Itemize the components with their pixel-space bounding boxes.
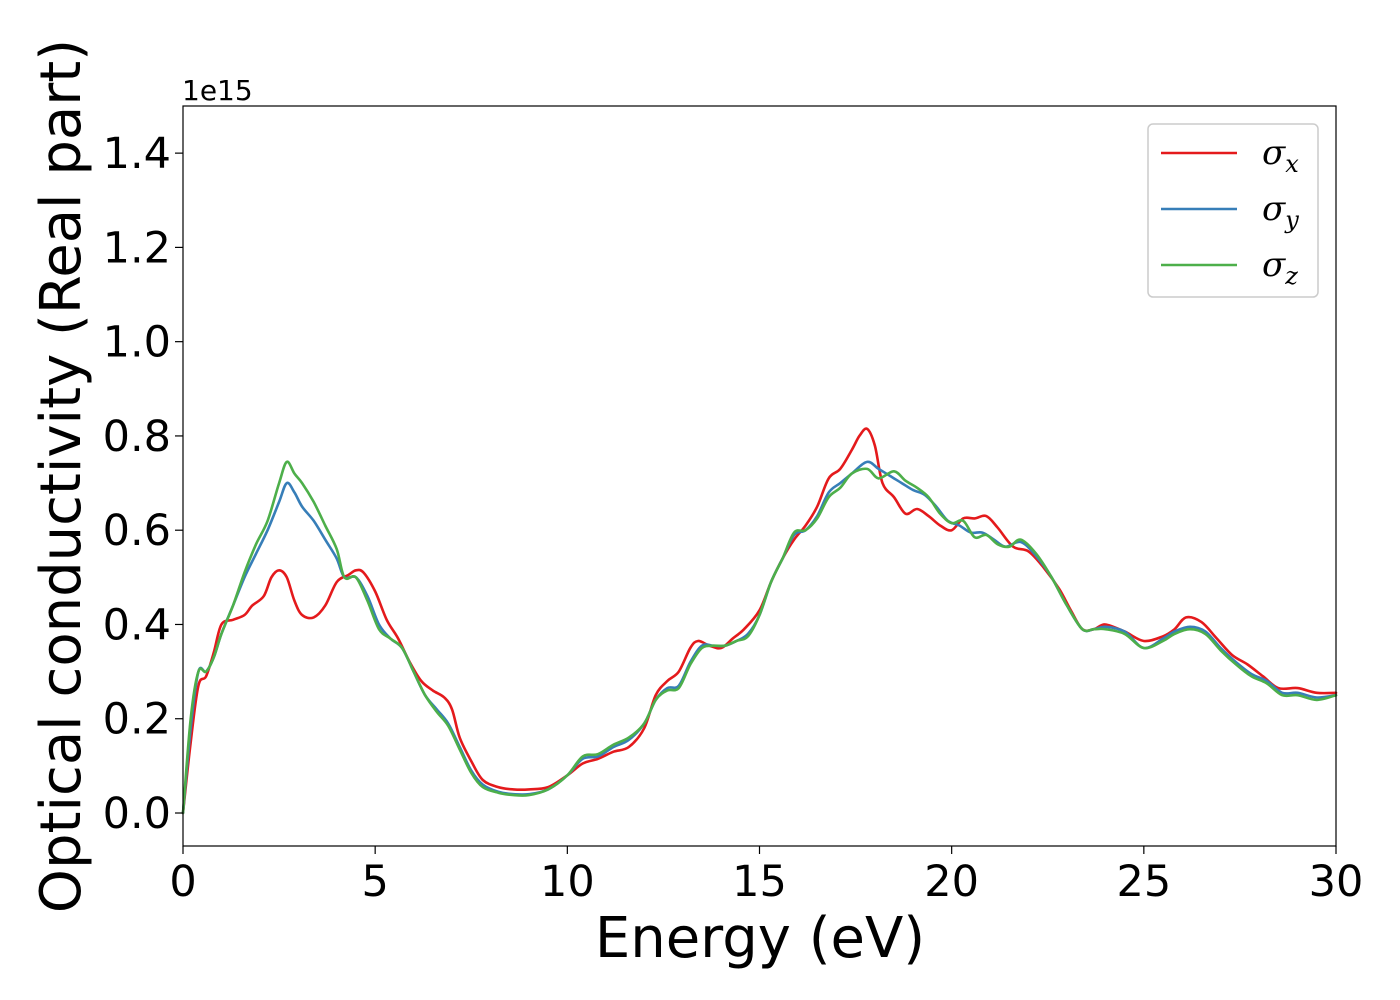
y-tick-label: 0.6 [103,506,171,556]
y-tick-label: 0.4 [103,600,171,650]
x-tick-label: 5 [361,857,388,907]
y-tick-label: 1.0 [103,318,171,368]
legend-box [1147,123,1319,298]
y-tick-label: 0.8 [103,412,171,462]
y-axis: 0.0 0.2 0.4 0.6 0.8 1.0 1.2 1.4 [103,129,183,839]
y-tick-label: 1.2 [103,223,171,273]
y-offset-label: 1e15 [182,74,253,107]
x-axis: 0 5 10 15 20 25 30 [169,846,1363,907]
y-tick-label: 0.0 [103,789,171,839]
x-tick-label: 15 [732,857,787,907]
y-tick-label: 1.4 [103,129,171,179]
plot-background [183,106,1336,846]
y-axis-title: Optical conductivity (Real part) [29,39,94,913]
x-tick-label: 10 [540,857,595,907]
series-layer [181,427,1338,815]
x-tick-label: 30 [1309,857,1364,907]
legend-label-y: σy [1262,189,1299,234]
y-tick-label: 0.2 [103,695,171,745]
x-axis-title: Energy (eV) [595,906,925,971]
x-tick-label: 20 [924,857,979,907]
x-tick-label: 0 [169,857,196,907]
x-tick-label: 25 [1116,857,1171,907]
series-line-z [181,460,1338,815]
